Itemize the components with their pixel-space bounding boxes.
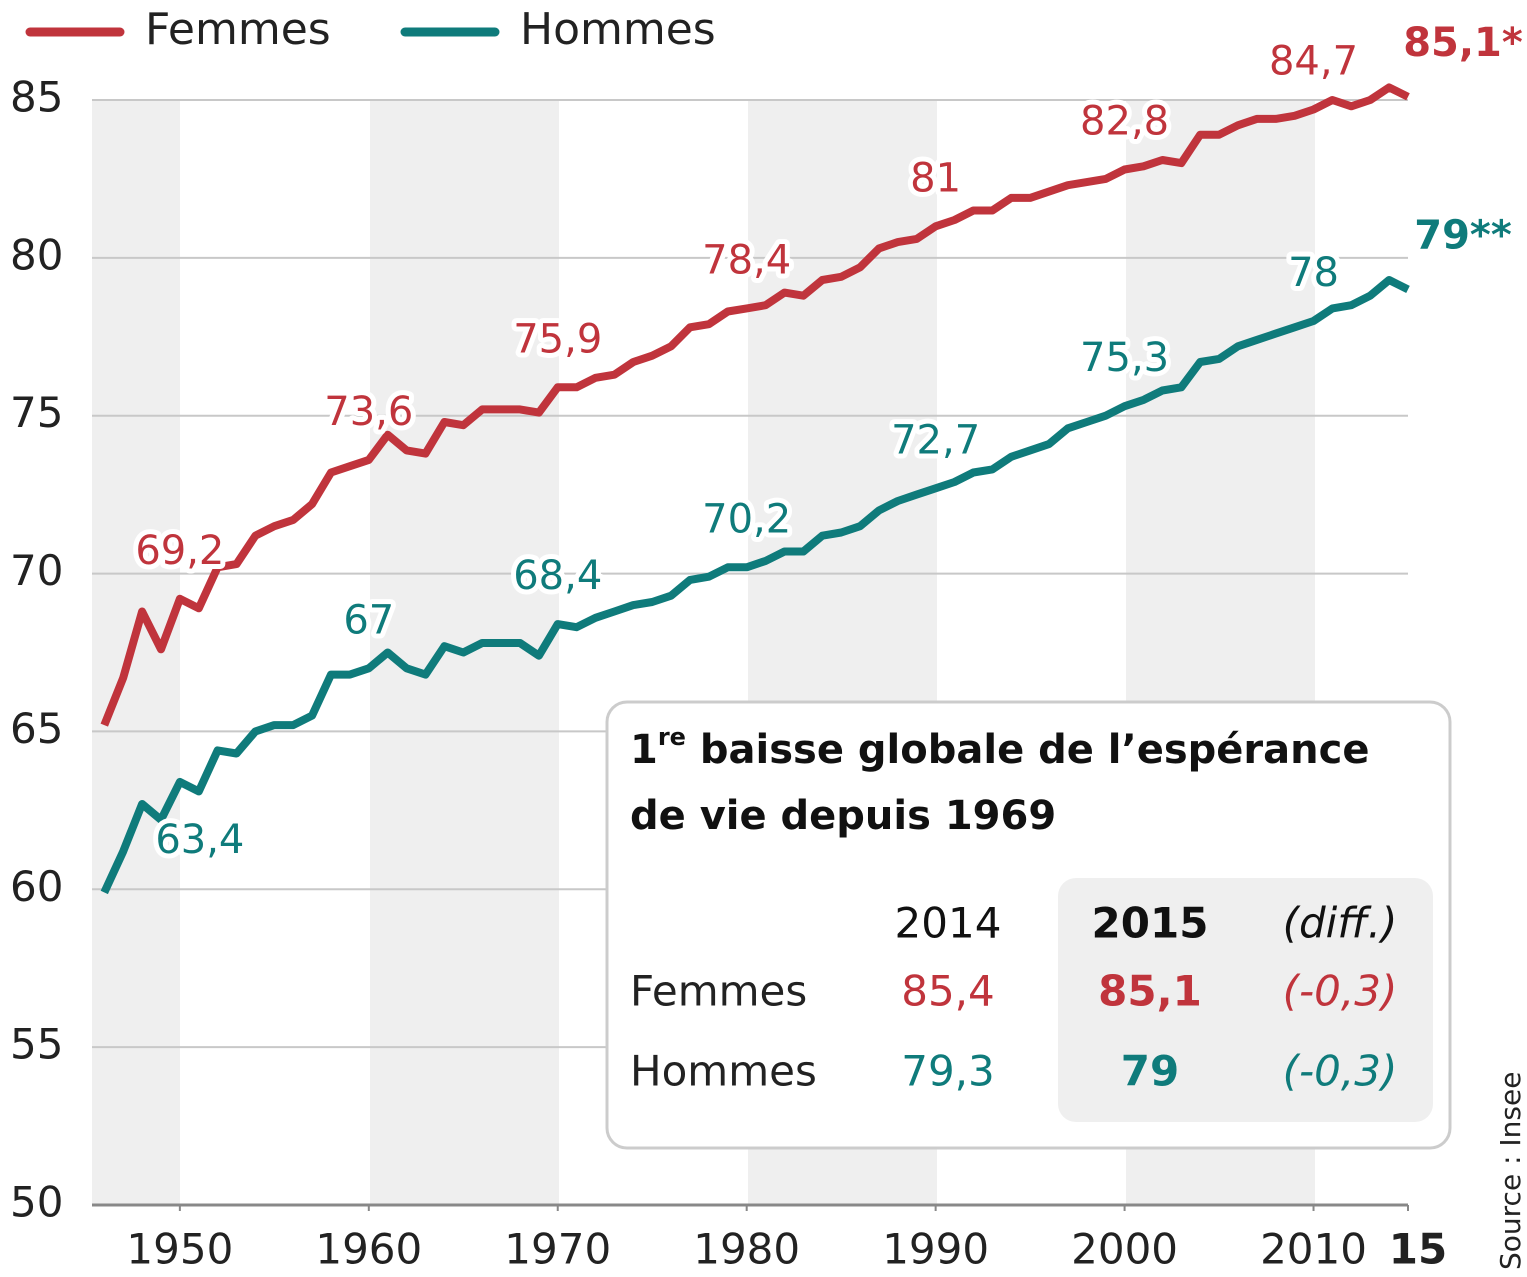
legend-label: Hommes: [520, 4, 716, 55]
x-tick-label: 2000: [1071, 1225, 1178, 1274]
series-line: [100, 276, 1410, 895]
cell: 79,3: [901, 1047, 995, 1096]
data-label: 78: [1288, 250, 1339, 296]
x-tick-label: 15: [1389, 1225, 1447, 1274]
data-label: 84,7: [1269, 38, 1358, 84]
data-label: 75,3: [1080, 335, 1169, 381]
title-sup: re: [658, 723, 686, 751]
inset-title: de vie depuis 1969: [630, 793, 1056, 839]
y-tick-label: 70: [10, 546, 63, 595]
title-part: baisse globale de l’espérance: [686, 727, 1369, 773]
x-tick-label: 2010: [1260, 1225, 1367, 1274]
data-label: 69,2: [135, 528, 224, 574]
band: [92, 100, 180, 1205]
inset: 1re baisse globale de l’espérance de vie …: [605, 700, 1452, 1150]
cell: 85,1: [1098, 967, 1202, 1016]
data-label: 81: [910, 155, 961, 201]
data-label: 67: [343, 597, 394, 643]
data-label: 75,9: [513, 316, 602, 362]
data-label: 78,4: [702, 237, 791, 283]
x-tick-label: 1970: [504, 1225, 611, 1274]
cell: (-0,3): [1283, 967, 1398, 1016]
cell: 85,4: [901, 967, 995, 1016]
source: Source : Insee: [1494, 1072, 1527, 1270]
data-label: 82,8: [1080, 98, 1169, 144]
cell: 79: [1121, 1047, 1179, 1096]
legend-label: Femmes: [145, 4, 331, 55]
data-label: 68,4: [513, 553, 602, 599]
data-label: 72,7: [891, 417, 980, 463]
row-label: Hommes: [630, 1047, 817, 1096]
x-tick-label: 1960: [315, 1225, 422, 1274]
data-label: 73,6: [324, 389, 413, 435]
y-tick-label: 50: [10, 1178, 63, 1227]
data-label: 79**: [1414, 212, 1512, 258]
title-part: 1: [630, 727, 658, 773]
series-line: [100, 83, 1410, 727]
cell: (-0,3): [1283, 1047, 1398, 1096]
column-header: 2015: [1092, 899, 1209, 948]
column-header: (diff.): [1283, 899, 1398, 948]
y-tick-label: 85: [10, 73, 63, 122]
y-tick-label: 75: [10, 388, 63, 437]
y-tick-label: 65: [10, 704, 63, 753]
y-tick-label: 55: [10, 1020, 63, 1069]
data-label: 63,4: [155, 817, 244, 863]
inset-title: 1re baisse globale de l’espérance: [630, 723, 1369, 773]
data-label: 85,1*: [1403, 20, 1523, 66]
column-header: 2014: [895, 899, 1002, 948]
y-tick-label: 80: [10, 230, 63, 279]
y-tick-label: 60: [10, 862, 63, 911]
highlight-column: [1058, 878, 1433, 1122]
x-tick-label: 1990: [882, 1225, 989, 1274]
data-label: 70,2: [702, 496, 791, 542]
x-tick-label: 1950: [126, 1225, 233, 1274]
row-label: Femmes: [630, 967, 807, 1016]
x-tick-label: 1980: [693, 1225, 800, 1274]
